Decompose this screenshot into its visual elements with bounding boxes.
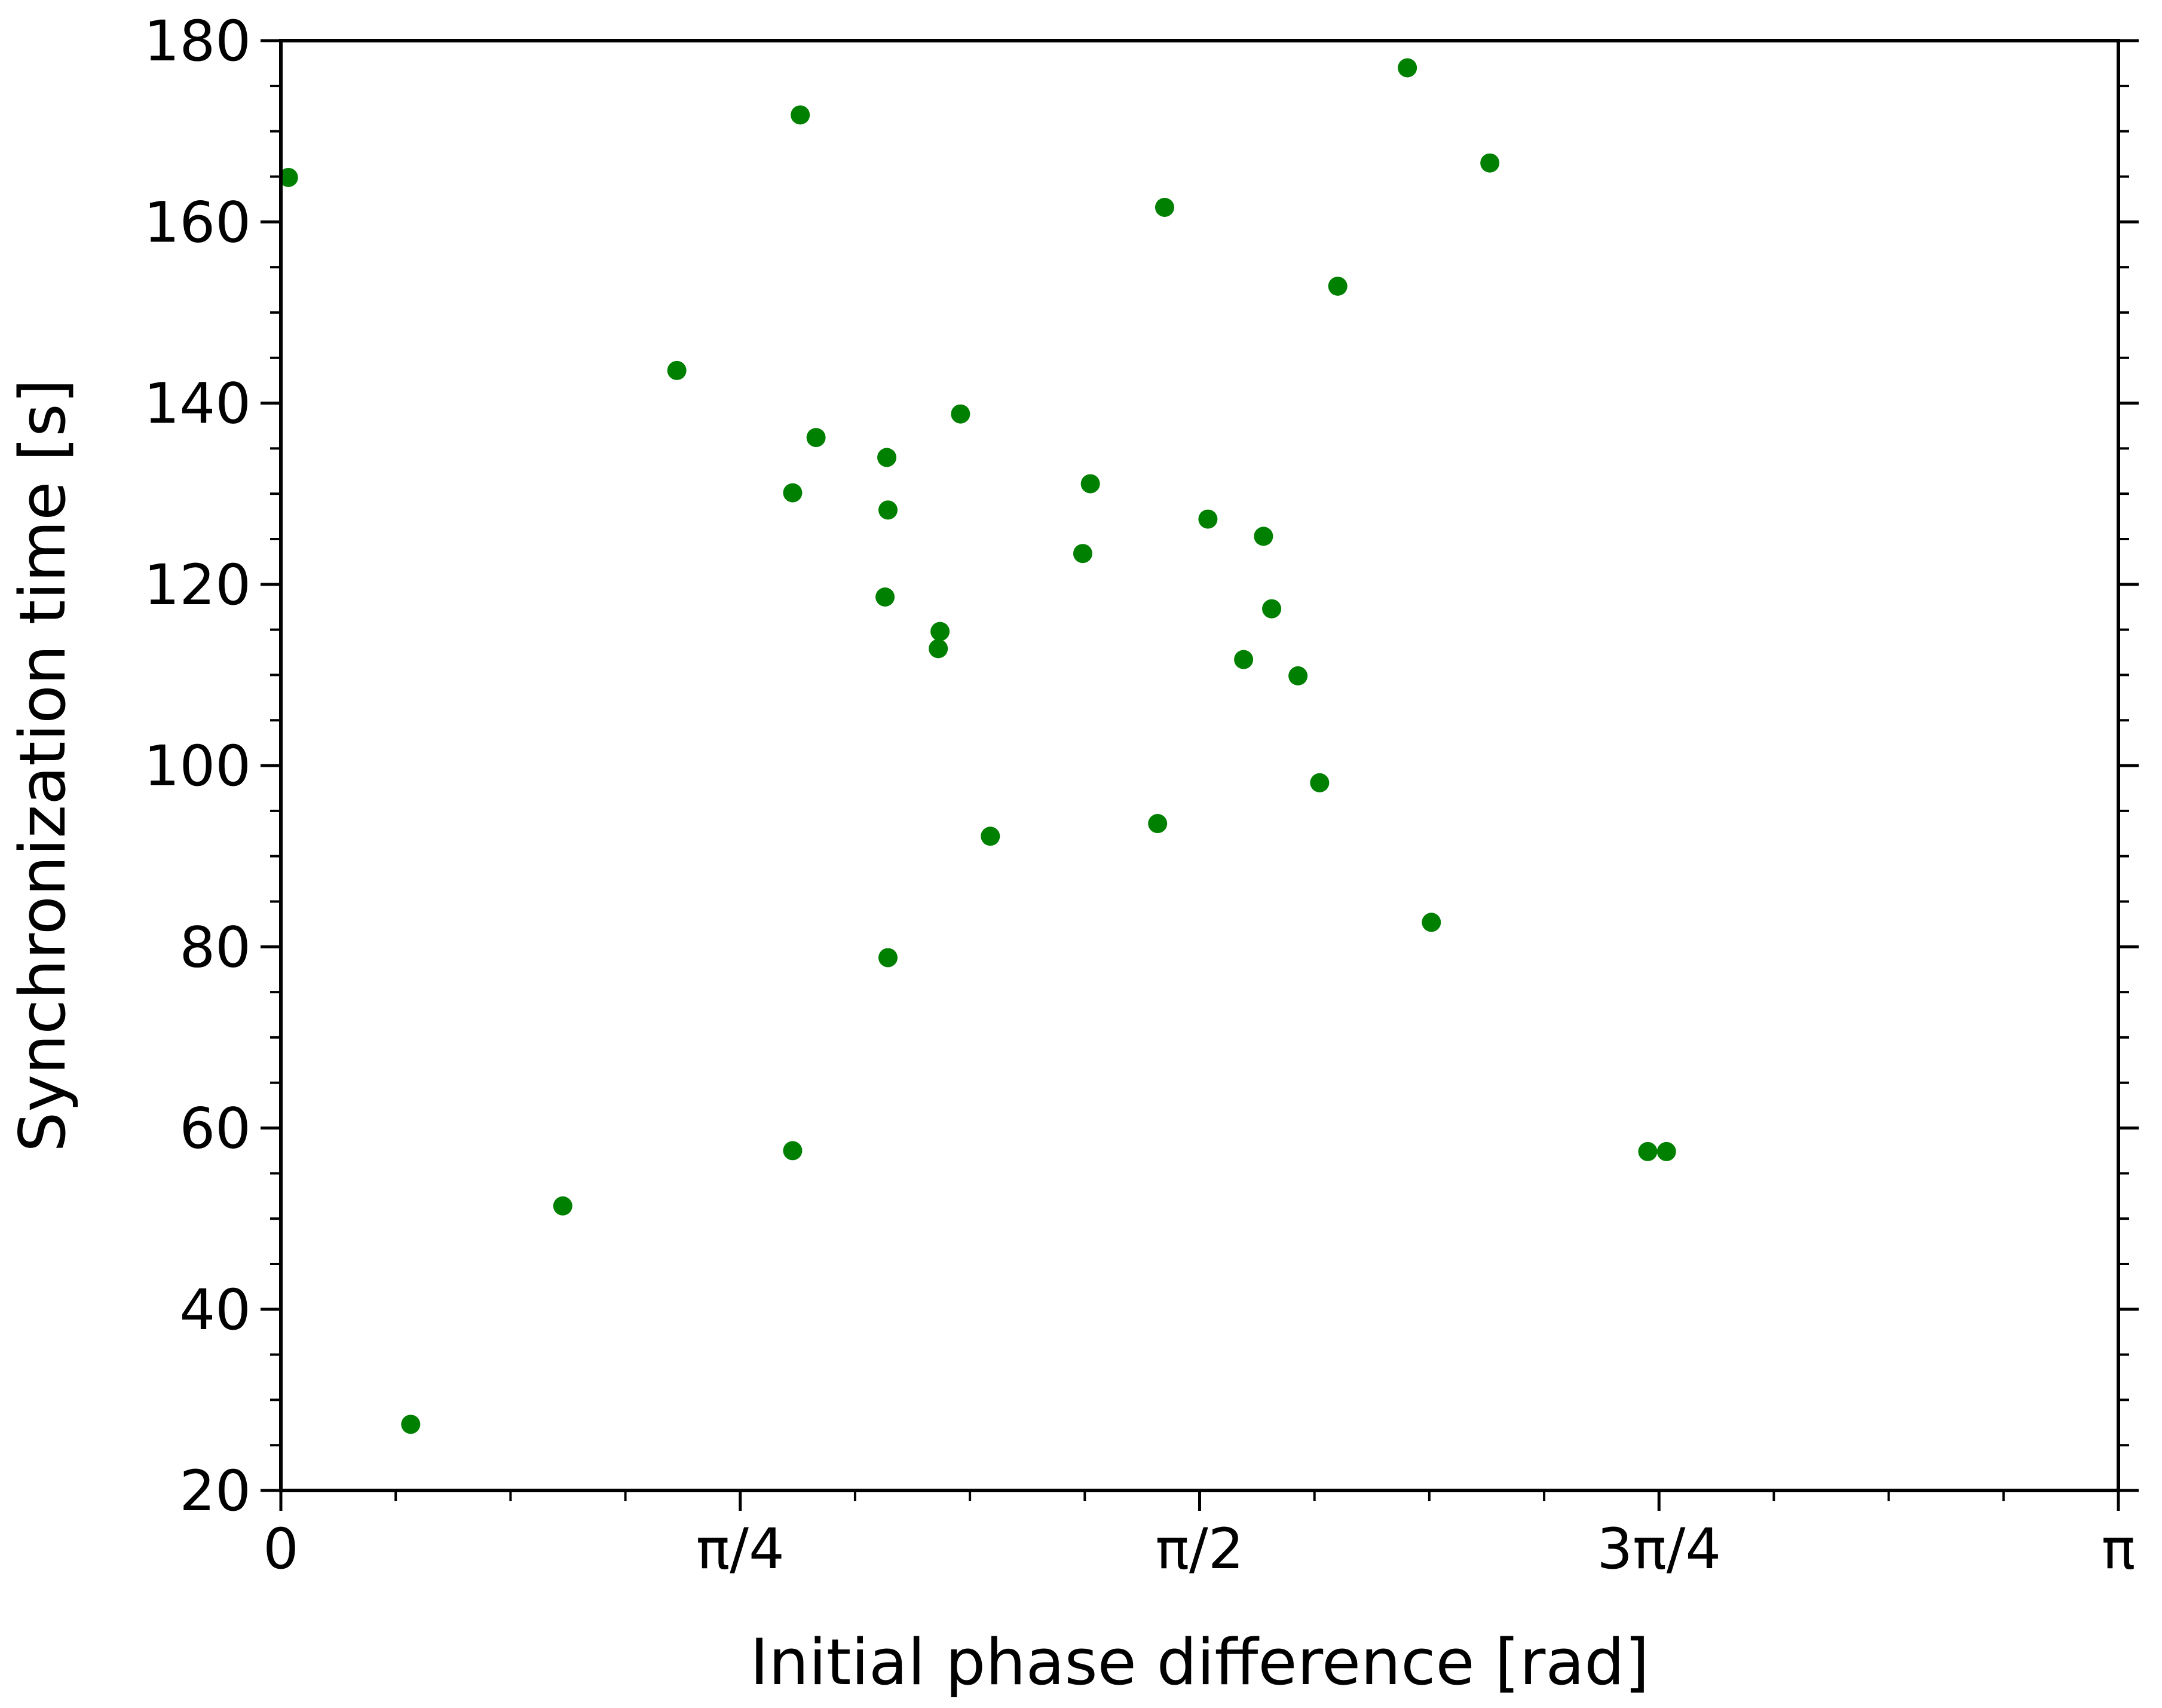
y-tick-label: 180 bbox=[144, 9, 251, 74]
data-point bbox=[1328, 276, 1348, 296]
data-point bbox=[1310, 773, 1330, 792]
data-point bbox=[783, 483, 803, 503]
data-point bbox=[1148, 814, 1168, 834]
y-tick-label: 100 bbox=[144, 734, 251, 799]
data-point bbox=[783, 1141, 803, 1161]
x-tick-label: 0 bbox=[263, 1517, 299, 1582]
data-point bbox=[981, 827, 1000, 846]
data-point bbox=[667, 360, 687, 380]
data-point bbox=[1155, 197, 1174, 217]
y-tick-label: 80 bbox=[179, 915, 251, 980]
data-point bbox=[1234, 650, 1254, 669]
data-point bbox=[1480, 153, 1500, 173]
x-tick-label: π/2 bbox=[1155, 1517, 1244, 1582]
data-point bbox=[1288, 666, 1308, 685]
data-points bbox=[278, 58, 1676, 1434]
y-tick-label: 120 bbox=[144, 553, 251, 618]
data-point bbox=[553, 1196, 572, 1216]
data-point bbox=[791, 105, 810, 125]
y-axis-label: Synchronization time [s] bbox=[6, 379, 79, 1152]
data-point bbox=[929, 639, 948, 659]
y-tick-label: 140 bbox=[144, 372, 251, 437]
y-tick-label: 40 bbox=[179, 1278, 251, 1343]
data-point bbox=[1198, 509, 1218, 529]
data-point bbox=[1262, 599, 1282, 619]
x-tick-label: π/4 bbox=[696, 1517, 785, 1582]
data-point bbox=[1638, 1141, 1658, 1161]
x-tick-label: π bbox=[2102, 1517, 2136, 1582]
data-point bbox=[878, 948, 898, 968]
y-tick-label: 20 bbox=[179, 1459, 251, 1524]
data-point bbox=[875, 587, 895, 607]
data-point bbox=[1422, 913, 1441, 932]
y-tick-label: 160 bbox=[144, 190, 251, 255]
data-point bbox=[877, 448, 897, 467]
y-tick-label: 60 bbox=[179, 1097, 251, 1162]
axis-ticks bbox=[261, 39, 2139, 1511]
tick-labels: 0 π/4 π/2 3π/4 π 20 40 60 80 100 120 140 160 180 bbox=[144, 9, 2136, 1582]
data-point bbox=[1080, 474, 1100, 494]
data-point bbox=[930, 622, 950, 641]
data-point bbox=[1073, 544, 1092, 564]
data-point bbox=[1656, 1141, 1676, 1161]
data-point bbox=[951, 404, 970, 424]
plot-frame bbox=[279, 39, 2120, 1492]
data-point bbox=[806, 428, 826, 448]
data-point bbox=[401, 1415, 421, 1434]
data-point bbox=[878, 500, 898, 520]
data-point bbox=[278, 167, 298, 187]
data-point bbox=[1398, 58, 1417, 78]
x-axis-label: Initial phase difference [rad] bbox=[750, 1626, 1649, 1699]
data-point bbox=[1254, 527, 1273, 546]
x-tick-label: 3π/4 bbox=[1597, 1517, 1721, 1582]
